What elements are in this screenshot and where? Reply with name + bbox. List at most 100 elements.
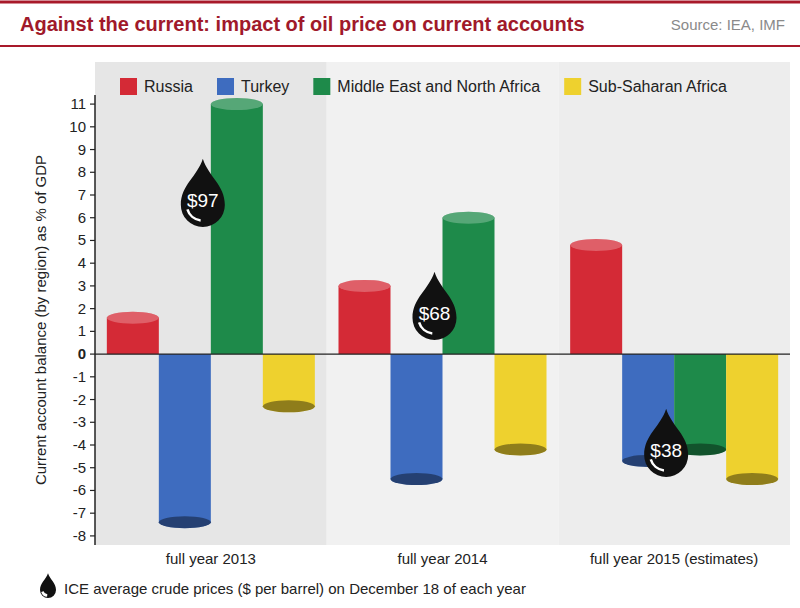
y-tick-label: 1 [78, 322, 86, 339]
bar [443, 218, 495, 354]
y-tick [90, 353, 95, 354]
y-tick-label: -2 [73, 391, 86, 408]
y-tick-label: 2 [78, 300, 86, 317]
y-tick-label: 7 [78, 186, 86, 203]
bar-cap [263, 400, 315, 412]
y-tick [90, 490, 95, 491]
y-tick-label: 9 [78, 141, 86, 158]
y-tick [90, 467, 95, 468]
title-rule [0, 45, 800, 47]
y-tick [90, 172, 95, 173]
oil-drop-shine [651, 459, 664, 470]
y-tick-label: 10 [69, 118, 86, 135]
bar-cap-shade [495, 444, 547, 456]
y-tick [90, 308, 95, 309]
bar [159, 354, 211, 522]
panel-background [95, 62, 327, 545]
y-axis-title: Current account balance (by region) as %… [32, 155, 49, 485]
legend-swatch [564, 78, 581, 95]
x-tick-label: full year 2015 (estimates) [590, 550, 758, 567]
bar-cap-shade [211, 98, 263, 110]
x-tick-label: full year 2014 [397, 550, 487, 567]
title: Against the current: impact of oil price… [20, 13, 585, 35]
y-tick [90, 240, 95, 241]
y-tick-label: 0 [78, 345, 86, 362]
y-tick [90, 149, 95, 150]
y-tick [90, 331, 95, 332]
y-tick-label: 6 [78, 209, 86, 226]
bar-cap [726, 473, 778, 485]
y-tick-label: -4 [73, 436, 86, 453]
y-tick [90, 399, 95, 400]
legend-swatch [217, 78, 234, 95]
bars [107, 98, 778, 528]
y-tick [90, 376, 95, 377]
y-tick [90, 513, 95, 514]
y-tick [90, 535, 95, 536]
legend-label: Russia [144, 78, 193, 95]
panel-background [327, 62, 559, 545]
oil-drop [413, 272, 457, 340]
oil-drop-shine [187, 209, 200, 220]
bar-cap [391, 473, 443, 485]
bar [211, 104, 263, 354]
y-tick-label: -6 [73, 481, 86, 498]
bar [570, 245, 622, 354]
bar-cap-shade [443, 212, 495, 224]
y-tick [90, 103, 95, 104]
bar [339, 286, 391, 354]
source: Source: IEA, IMF [671, 16, 785, 33]
legend-label: Turkey [241, 78, 289, 95]
y-tick [90, 194, 95, 195]
bar [495, 354, 547, 449]
y-tick-label: -7 [73, 504, 86, 521]
y-tick-label: 11 [70, 95, 86, 112]
y-tick [90, 263, 95, 264]
y-tick-label: 5 [78, 231, 86, 248]
y-tick [90, 444, 95, 445]
legend-swatch [313, 78, 330, 95]
bar-cap [211, 98, 263, 110]
oil-price-label: $97 [187, 190, 219, 211]
bar-cap-shade [263, 400, 315, 412]
bar-cap-shade [339, 280, 391, 292]
bar-cap-shade [159, 516, 211, 528]
oil-drop [644, 409, 688, 477]
bar-cap [443, 212, 495, 224]
legend-label: Sub-Saharan Africa [588, 78, 727, 95]
y-tick-label: -1 [73, 368, 86, 385]
bar-cap-shade [726, 473, 778, 485]
chart: Source: IEA, IMF Against the current: imp… [0, 0, 800, 608]
y-tick-label: 3 [78, 277, 86, 294]
oil-price-label: $38 [650, 440, 682, 461]
oil-drop-shine [42, 592, 47, 596]
title-rule [0, 1, 800, 4]
bar-cap [339, 280, 391, 292]
legend-swatch [120, 78, 137, 95]
y-tick [90, 422, 95, 423]
oil-price-label: $68 [419, 303, 451, 324]
bar [263, 354, 315, 406]
y-tick [90, 217, 95, 218]
bar-cap-shade [570, 239, 622, 251]
y-axis [94, 95, 96, 545]
oil-drop-shine [419, 322, 432, 333]
y-tick [90, 126, 95, 127]
y-tick-label: -8 [73, 527, 86, 544]
bar-cap [159, 516, 211, 528]
bar [391, 354, 443, 479]
y-tick-label: 8 [78, 163, 86, 180]
y-tick-label: -5 [73, 459, 86, 476]
bar-cap [495, 444, 547, 456]
y-tick-label: 4 [78, 254, 86, 271]
zero-line [95, 353, 790, 354]
legend-label: Middle East and North Africa [337, 78, 540, 95]
oil-drop [40, 573, 56, 598]
bar-cap-shade [107, 312, 159, 324]
y-tick-label: -3 [73, 413, 86, 430]
bar-cap-shade [391, 473, 443, 485]
oil-drop [181, 159, 225, 227]
bar-cap [570, 239, 622, 251]
footnote: ICE average crude prices ($ per barrel) … [64, 580, 526, 597]
bar [726, 354, 778, 479]
